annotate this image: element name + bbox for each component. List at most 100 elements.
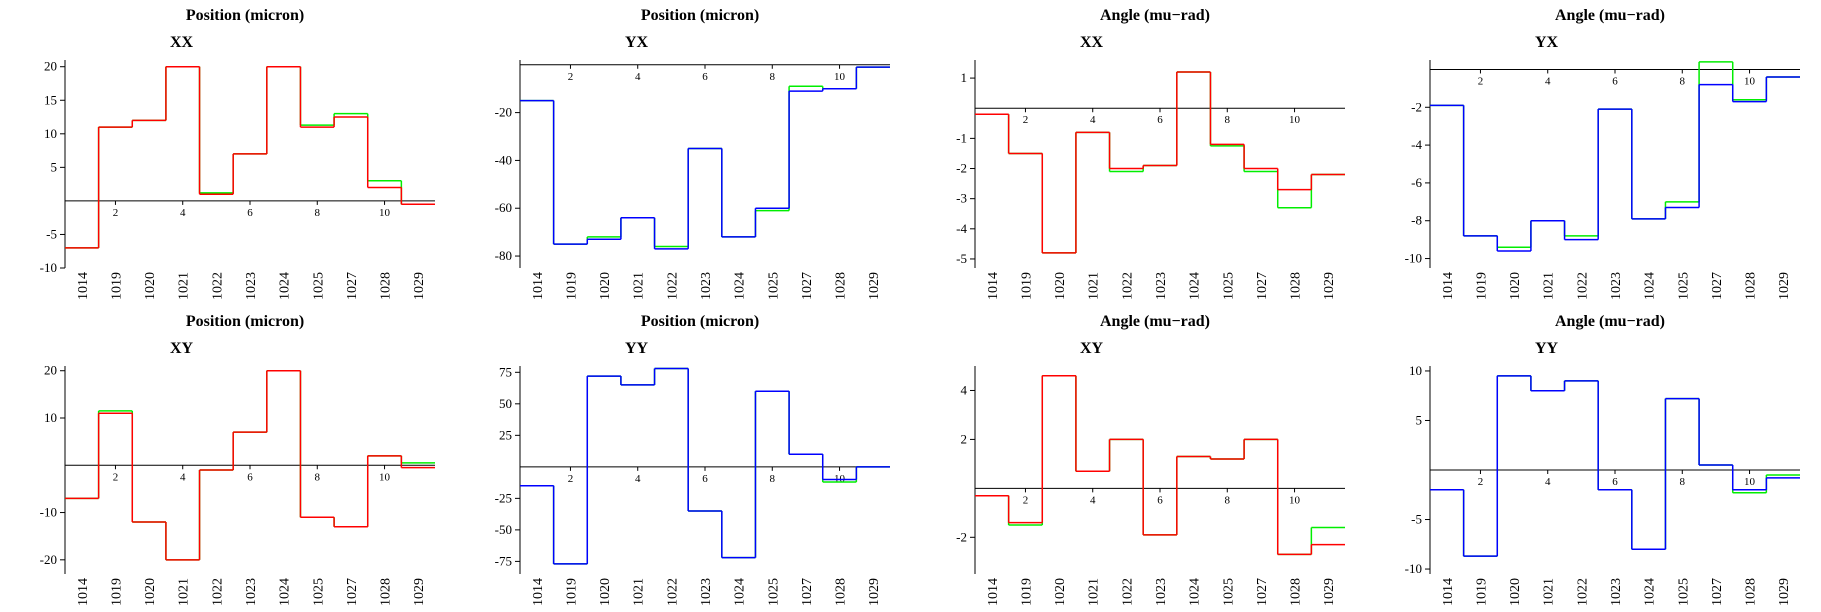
category-label: 1021 bbox=[177, 578, 192, 606]
x-tick-label: 4 bbox=[1090, 494, 1096, 506]
category-label: 1021 bbox=[177, 272, 192, 300]
x-tick-label: 10 bbox=[834, 71, 846, 83]
y-tick-label: -6 bbox=[1411, 175, 1422, 190]
category-label: 1022 bbox=[665, 578, 680, 606]
x-tick-label: 8 bbox=[1225, 114, 1231, 126]
y-tick-label: -4 bbox=[1411, 137, 1422, 152]
category-label: 1025 bbox=[1676, 272, 1691, 300]
chart-title: Angle (mu−rad) bbox=[1555, 7, 1665, 24]
category-label: 1021 bbox=[1087, 578, 1102, 606]
x-tick-label: 8 bbox=[770, 71, 776, 83]
y-tick-label: 2 bbox=[961, 431, 968, 446]
category-label: 1014 bbox=[1441, 578, 1456, 606]
x-tick-label: 8 bbox=[1680, 75, 1686, 87]
y-tick-label: -10 bbox=[40, 505, 57, 520]
category-label: 1023 bbox=[1154, 578, 1169, 606]
y-tick-label: -3 bbox=[956, 191, 967, 206]
category-label: 1027 bbox=[1710, 272, 1725, 300]
x-tick-label: 6 bbox=[1612, 75, 1618, 87]
category-label: 1019 bbox=[1474, 272, 1489, 300]
x-tick-label: 8 bbox=[770, 473, 776, 485]
chart-subtitle: XY bbox=[170, 340, 194, 357]
x-tick-label: 6 bbox=[1612, 476, 1618, 488]
y-tick-label: 50 bbox=[499, 396, 512, 411]
y-tick-label: 5 bbox=[51, 159, 58, 174]
category-label: 1028 bbox=[834, 578, 849, 606]
x-tick-label: 4 bbox=[635, 71, 641, 83]
chart-title: Angle (mu−rad) bbox=[1555, 313, 1665, 330]
category-label: 1028 bbox=[1289, 578, 1304, 606]
category-label: 1024 bbox=[1188, 272, 1203, 300]
y-tick-label: 20 bbox=[44, 363, 57, 378]
category-label: 1029 bbox=[1777, 272, 1792, 300]
x-tick-label: 6 bbox=[247, 471, 253, 483]
x-tick-label: 6 bbox=[1157, 114, 1163, 126]
chart-subtitle: XX bbox=[1080, 34, 1104, 51]
x-tick-label: 4 bbox=[180, 471, 186, 483]
category-label: 1027 bbox=[345, 272, 360, 300]
category-label: 1020 bbox=[143, 578, 158, 606]
category-label: 1019 bbox=[109, 272, 124, 300]
y-tick-label: -10 bbox=[1405, 251, 1422, 266]
x-tick-label: 6 bbox=[702, 71, 708, 83]
x-tick-label: 4 bbox=[1090, 114, 1096, 126]
category-label: 1024 bbox=[733, 272, 748, 300]
y-tick-label: 75 bbox=[499, 364, 512, 379]
category-label: 1028 bbox=[1289, 272, 1304, 300]
category-label: 1028 bbox=[379, 272, 394, 300]
x-tick-label: 8 bbox=[315, 207, 321, 219]
category-label: 1020 bbox=[598, 578, 613, 606]
chart-subtitle: XY bbox=[1080, 340, 1104, 357]
y-tick-label: 5 bbox=[1416, 412, 1423, 427]
x-tick-label: 2 bbox=[113, 471, 119, 483]
x-tick-label: 2 bbox=[1023, 114, 1029, 126]
y-tick-label: -60 bbox=[495, 200, 512, 215]
y-tick-label: -5 bbox=[46, 226, 57, 241]
y-tick-label: -1 bbox=[956, 130, 967, 145]
category-label: 1020 bbox=[143, 272, 158, 300]
category-label: 1021 bbox=[1542, 578, 1557, 606]
x-tick-label: 2 bbox=[568, 473, 574, 485]
x-tick-label: 4 bbox=[635, 473, 641, 485]
category-label: 1022 bbox=[1575, 272, 1590, 300]
x-tick-label: 4 bbox=[1545, 476, 1551, 488]
y-tick-label: 15 bbox=[44, 92, 57, 107]
category-label: 1029 bbox=[1322, 272, 1337, 300]
y-tick-label: -75 bbox=[495, 553, 512, 568]
chart-title: Position (micron) bbox=[186, 7, 304, 24]
category-label: 1023 bbox=[699, 272, 714, 300]
category-label: 1022 bbox=[1575, 578, 1590, 606]
chart-title: Position (micron) bbox=[641, 313, 759, 330]
category-label: 1023 bbox=[699, 578, 714, 606]
category-label: 1019 bbox=[109, 578, 124, 606]
x-tick-label: 2 bbox=[568, 71, 574, 83]
category-label: 1029 bbox=[1777, 578, 1792, 606]
y-tick-label: -2 bbox=[1411, 99, 1422, 114]
category-label: 1027 bbox=[345, 578, 360, 606]
chart-subtitle: YY bbox=[1535, 340, 1559, 357]
x-tick-label: 8 bbox=[315, 471, 321, 483]
category-label: 1024 bbox=[1643, 578, 1658, 606]
y-tick-label: -80 bbox=[495, 248, 512, 263]
x-tick-label: 2 bbox=[1478, 75, 1484, 87]
category-label: 1019 bbox=[1019, 272, 1034, 300]
category-label: 1025 bbox=[766, 272, 781, 300]
category-label: 1025 bbox=[311, 272, 326, 300]
category-label: 1023 bbox=[244, 578, 259, 606]
chart-title: Angle (mu−rad) bbox=[1100, 313, 1210, 330]
category-label: 1022 bbox=[1120, 578, 1135, 606]
y-tick-label: 20 bbox=[44, 59, 57, 74]
y-tick-label: 10 bbox=[44, 410, 57, 425]
category-label: 1020 bbox=[1053, 578, 1068, 606]
category-label: 1021 bbox=[632, 578, 647, 606]
chart-title: Angle (mu−rad) bbox=[1100, 7, 1210, 24]
category-label: 1023 bbox=[244, 272, 259, 300]
y-tick-label: -20 bbox=[495, 105, 512, 120]
category-label: 1014 bbox=[531, 578, 546, 606]
y-tick-label: -50 bbox=[495, 522, 512, 537]
category-label: 1014 bbox=[1441, 272, 1456, 300]
category-label: 1014 bbox=[531, 272, 546, 300]
category-label: 1021 bbox=[632, 272, 647, 300]
x-tick-label: 10 bbox=[1744, 476, 1756, 488]
category-label: 1027 bbox=[1255, 272, 1270, 300]
